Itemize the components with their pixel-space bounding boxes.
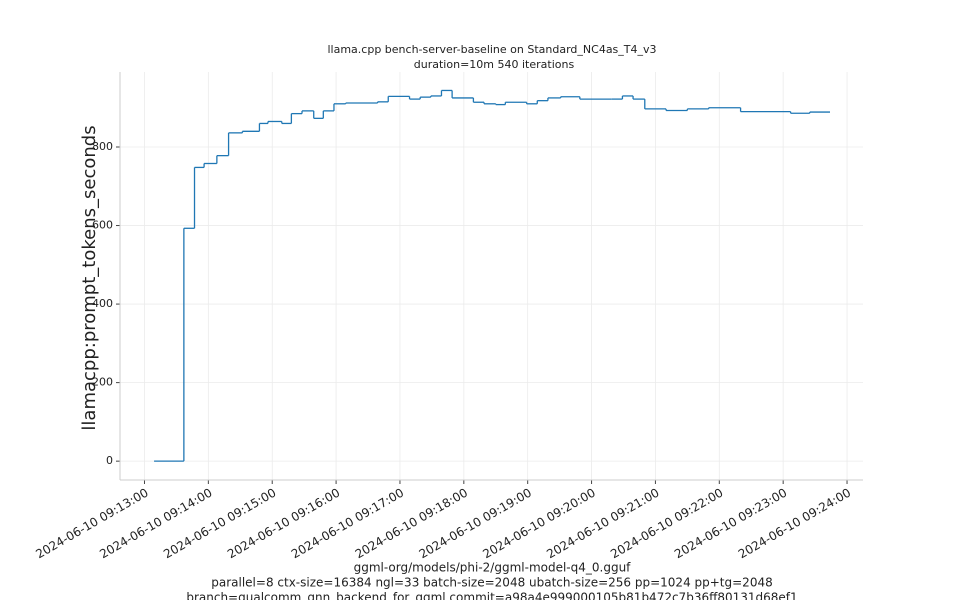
x-tick-label: 2024-06-10 09:13:00 bbox=[33, 486, 150, 562]
x-tick-label: 2024-06-10 09:24:00 bbox=[736, 486, 853, 562]
x-tick-label: 2024-06-10 09:14:00 bbox=[97, 486, 214, 562]
chart-title: llama.cpp bench-server-baseline on Stand… bbox=[327, 43, 656, 56]
x-tick-label: 2024-06-10 09:20:00 bbox=[480, 486, 597, 562]
y-tick-label: 400 bbox=[92, 297, 113, 310]
x-tick-label: 2024-06-10 09:23:00 bbox=[672, 486, 789, 562]
y-tick-label: 600 bbox=[92, 219, 113, 232]
y-tick-label: 0 bbox=[106, 454, 113, 467]
x-tick-label: 2024-06-10 09:19:00 bbox=[417, 486, 534, 562]
x-tick-label: 2024-06-10 09:17:00 bbox=[289, 486, 406, 562]
x-axis-label: branch=qualcomm_qnn_backend_for_ggml com… bbox=[186, 591, 797, 600]
x-axis-label: parallel=8 ctx-size=16384 ngl=33 batch-s… bbox=[211, 576, 772, 590]
x-tick-label: 2024-06-10 09:16:00 bbox=[225, 486, 342, 562]
y-axis-label: llamacpp:prompt_tokens_seconds bbox=[79, 125, 100, 430]
x-tick-label: 2024-06-10 09:21:00 bbox=[544, 486, 661, 562]
y-tick-label: 200 bbox=[92, 376, 113, 389]
y-tick-label: 800 bbox=[92, 140, 113, 153]
x-tick-label: 2024-06-10 09:18:00 bbox=[353, 486, 470, 562]
x-tick-label: 2024-06-10 09:22:00 bbox=[608, 486, 725, 562]
x-axis-label: ggml-org/models/phi-2/ggml-model-q4_0.gg… bbox=[354, 561, 632, 575]
chart-subtitle: duration=10m 540 iterations bbox=[414, 58, 575, 71]
x-tick-label: 2024-06-10 09:15:00 bbox=[161, 486, 278, 562]
